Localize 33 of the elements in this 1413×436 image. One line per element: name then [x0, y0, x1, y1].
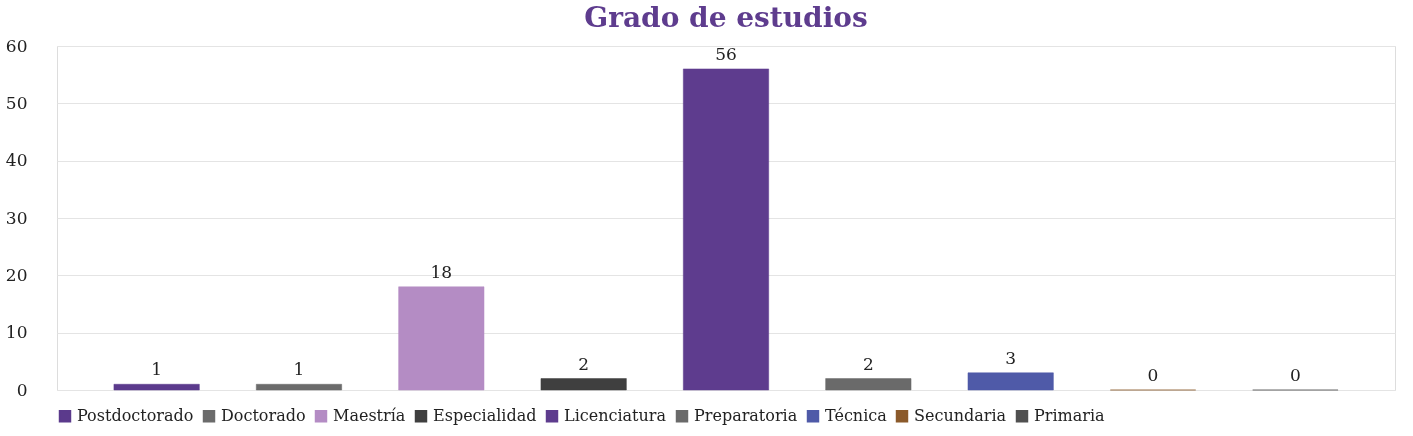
legend-label: Preparatoria [694, 406, 798, 426]
bar [967, 372, 1054, 391]
bar [540, 378, 627, 391]
bar [683, 68, 769, 391]
bar [398, 286, 485, 391]
legend-label: Especialidad [433, 406, 537, 426]
data-label: 2 [862, 353, 874, 374]
bar [825, 378, 912, 391]
data-label: 18 [430, 261, 453, 282]
data-label: 0 [1289, 365, 1301, 385]
bar [256, 384, 342, 391]
y-tick-label: 0 [16, 379, 28, 400]
data-label: 56 [715, 43, 737, 64]
legend-label: Técnica [825, 406, 888, 426]
data-label: 1 [293, 359, 305, 380]
legend-label: Maestría [333, 406, 406, 426]
data-label: 0 [1147, 365, 1159, 385]
chart-title: Grado de estudios [584, 1, 868, 34]
y-tick-label: 10 [5, 322, 28, 343]
bar [113, 384, 200, 391]
legend-label: Doctorado [221, 406, 306, 426]
data-label: 3 [1005, 347, 1017, 368]
y-tick-label: 20 [5, 264, 28, 285]
y-tick-label: 30 [5, 207, 28, 228]
y-tick-label: 40 [5, 150, 28, 171]
y-tick-label: 60 [5, 35, 28, 56]
y-tick-label: 50 [5, 92, 28, 113]
data-label: 2 [578, 353, 590, 374]
legend-label: Primaria [1034, 406, 1106, 426]
data-label: 1 [151, 359, 163, 380]
legend-label: Secundaria [914, 406, 1007, 426]
legend-label: Licenciatura [564, 406, 667, 426]
legend-label: Postdoctorado [77, 406, 194, 426]
